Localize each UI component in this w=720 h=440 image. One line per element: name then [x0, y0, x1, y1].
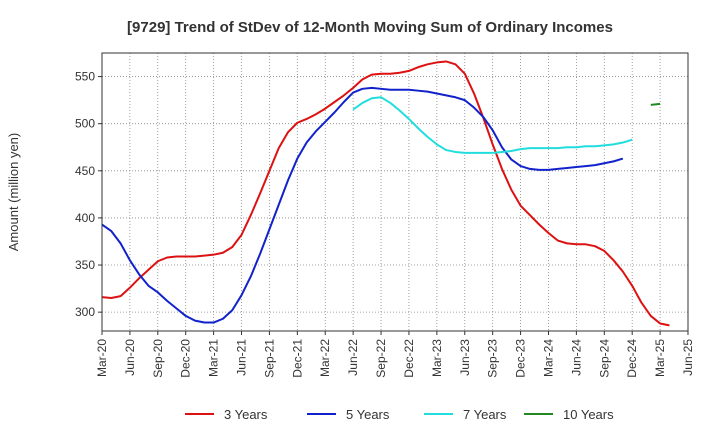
- y-tick-label: 400: [75, 211, 95, 225]
- x-tick-label: Sep-24: [597, 339, 611, 378]
- x-tick-label: Mar-24: [541, 339, 555, 377]
- y-tick-label: 350: [75, 258, 95, 272]
- x-tick-label: Jun-22: [346, 339, 360, 376]
- y-tick-label: 550: [75, 70, 95, 84]
- y-tick-label: 450: [75, 164, 95, 178]
- legend-label: 5 Years: [346, 407, 390, 422]
- x-tick-label: Dec-23: [514, 339, 528, 378]
- series-line-2: [101, 86, 624, 324]
- chart-title: [9729] Trend of StDev of 12-Month Moving…: [127, 19, 613, 36]
- x-tick-label: Sep-22: [374, 339, 388, 378]
- series-line-4: [650, 102, 661, 106]
- x-tick-label: Dec-20: [179, 339, 193, 378]
- series-layer: [101, 60, 670, 327]
- x-tick-label: Dec-24: [625, 339, 639, 378]
- x-axis: Mar-20 Jun-20 Sep-20 Dec-20 Mar-21 Jun-21 Sep-…: [95, 331, 695, 378]
- legend-label: 3 Years: [224, 407, 268, 422]
- x-tick-label: Mar-22: [318, 339, 332, 377]
- x-tick-label: Jun-25: [681, 339, 695, 376]
- gridlines: [102, 53, 688, 331]
- y-tick-label: 500: [75, 117, 95, 131]
- x-tick-label: Sep-21: [262, 339, 276, 378]
- legend-label: 7 Years: [463, 407, 507, 422]
- x-tick-label: Mar-25: [653, 339, 667, 377]
- x-tick-label: Mar-23: [430, 339, 444, 377]
- x-tick-label: Jun-20: [123, 339, 137, 376]
- series-line-1: [101, 60, 670, 327]
- x-tick-label: Jun-24: [569, 339, 583, 376]
- x-tick-label: Mar-20: [95, 339, 109, 377]
- x-tick-label: Sep-20: [151, 339, 165, 378]
- x-tick-label: Dec-21: [290, 339, 304, 378]
- y-tick-label: 300: [75, 305, 95, 319]
- x-tick-label: Jun-21: [235, 339, 249, 376]
- x-tick-label: Mar-21: [207, 339, 221, 377]
- x-tick-label: Sep-23: [486, 339, 500, 378]
- x-tick-label: Dec-22: [402, 339, 416, 378]
- x-tick-label: Jun-23: [458, 339, 472, 376]
- plot-frame: [101, 52, 689, 332]
- legend-label: 10 Years: [563, 407, 614, 422]
- y-axis: 300 350 400 450 500 550: [75, 70, 102, 319]
- legend: 3 Years 5 Years 7 Years 10 Years: [185, 407, 614, 422]
- y-axis-label: Amount (million yen): [6, 133, 21, 252]
- series-line-3: [352, 96, 633, 154]
